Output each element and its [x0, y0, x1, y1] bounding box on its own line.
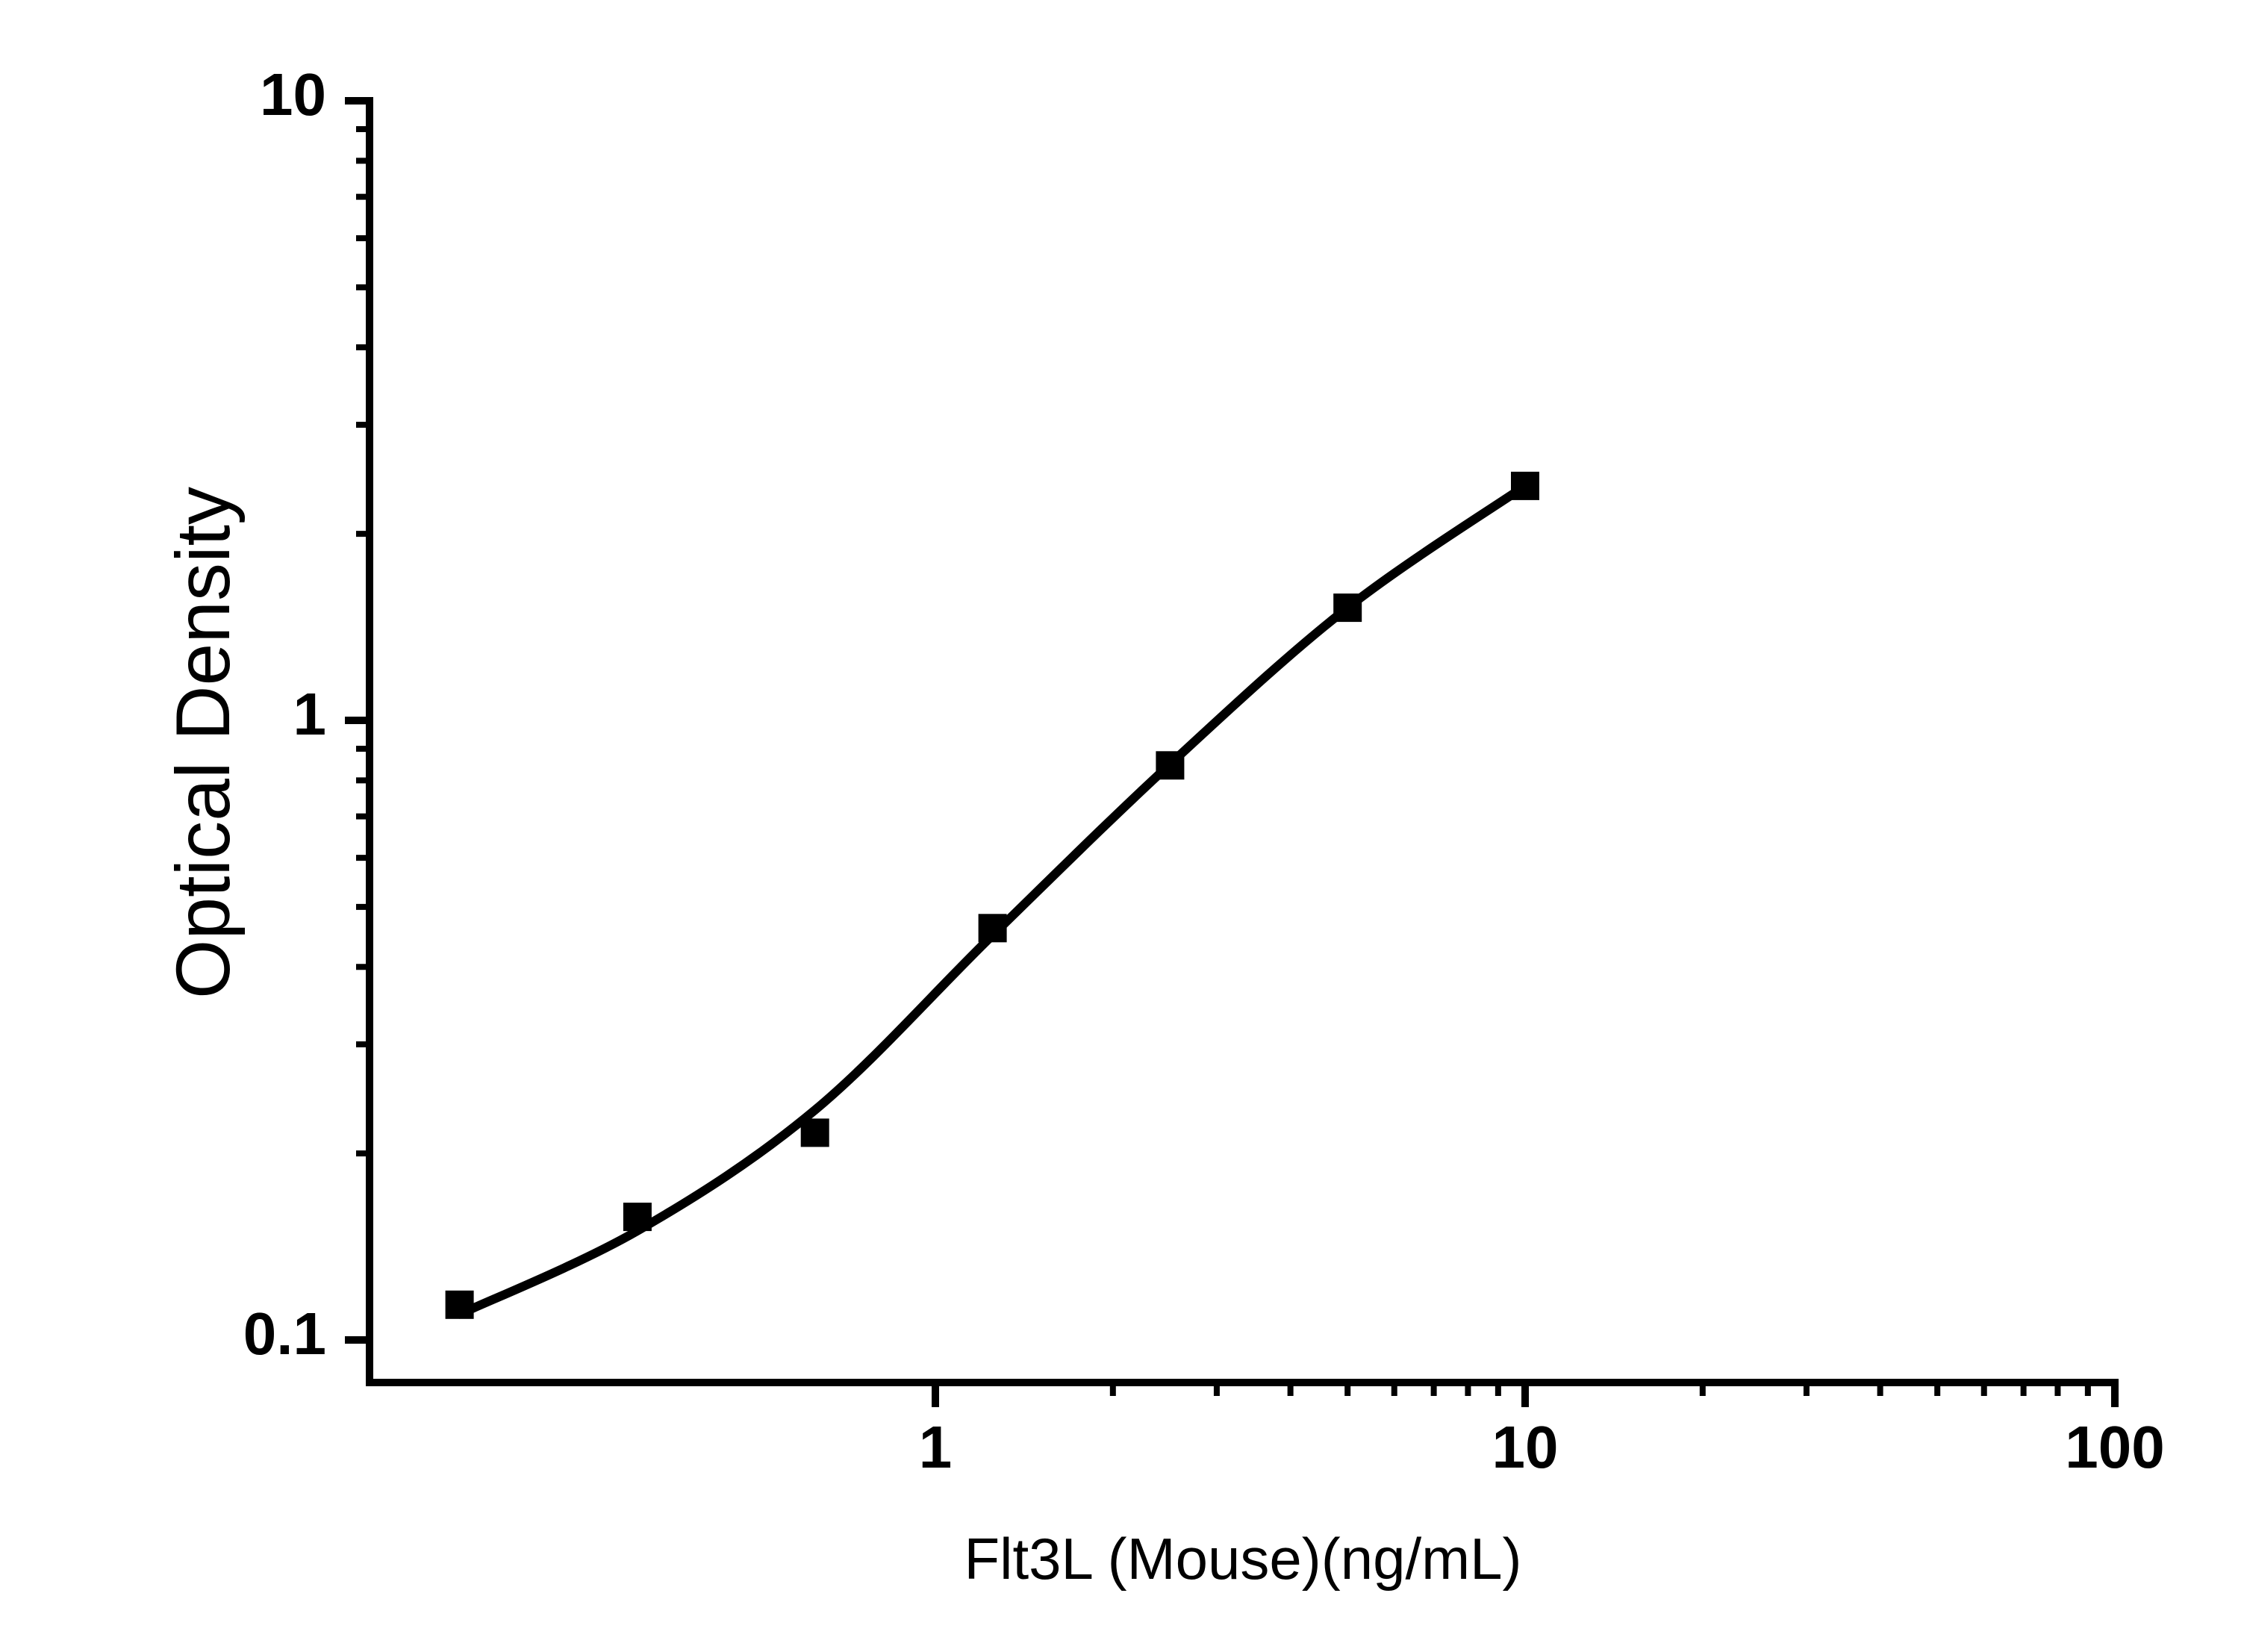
- x-tick-label: 10: [1492, 1414, 1559, 1480]
- data-point-marker: [445, 1290, 474, 1319]
- y-tick-label: 1: [293, 681, 327, 747]
- data-point-marker: [1511, 471, 1539, 500]
- x-tick-label: 1: [919, 1414, 953, 1480]
- axis-ticks: [345, 97, 2119, 1407]
- axes: [366, 97, 2119, 1386]
- y-tick-label: 0.1: [243, 1300, 326, 1367]
- data-point-marker: [1156, 751, 1185, 780]
- data-point-marker: [978, 914, 1007, 943]
- x-tick-label: 100: [2065, 1414, 2164, 1480]
- data-point-marker: [1333, 593, 1362, 623]
- tick-labels: 1 10 100 10 1 0.1: [243, 61, 2165, 1480]
- axis-frame: [366, 97, 2119, 1386]
- y-tick-label: 10: [260, 61, 326, 128]
- data-point-marker: [800, 1118, 829, 1147]
- y-axis-title: Optical Density: [160, 487, 246, 999]
- x-axis-title: Flt3L (Mouse)(ng/mL): [964, 1526, 1522, 1592]
- data-points: [445, 471, 1539, 1319]
- fit-curve: [455, 481, 1530, 1319]
- fit-curve-path: [455, 481, 1530, 1319]
- data-point-marker: [623, 1203, 652, 1232]
